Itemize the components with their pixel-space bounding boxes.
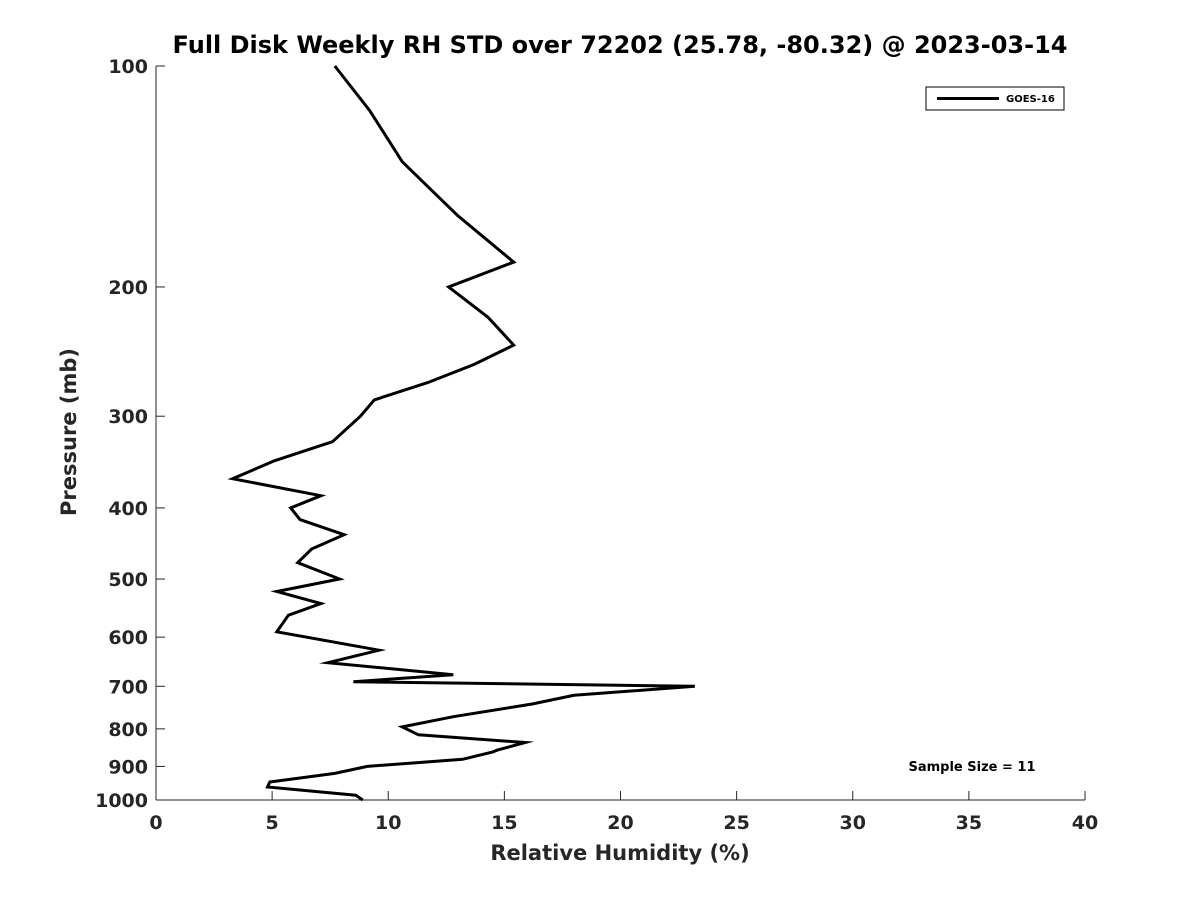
legend: GOES-16 xyxy=(925,86,1065,111)
x-tick-label: 35 xyxy=(956,812,982,834)
x-tick-label: 0 xyxy=(149,812,162,834)
x-tick-label: 5 xyxy=(266,812,279,834)
x-tick-label: 40 xyxy=(1072,812,1098,834)
y-tick-label: 200 xyxy=(108,277,148,299)
x-tick-label: 15 xyxy=(491,812,517,834)
series-layer xyxy=(227,65,695,802)
legend-entry-goes-16: GOES-16 xyxy=(1006,94,1055,105)
sample-size-annotation: Sample Size = 11 xyxy=(908,760,1035,775)
y-axis-label: Pressure (mb) xyxy=(57,348,81,516)
y-tick-label: 900 xyxy=(108,756,148,778)
x-tick-label: 30 xyxy=(840,812,866,834)
series-line-goes-16 xyxy=(227,65,695,802)
chart-title: Full Disk Weekly RH STD over 72202 (25.7… xyxy=(173,31,1068,59)
y-tick-label: 100 xyxy=(108,56,148,78)
x-tick-label: 25 xyxy=(723,812,749,834)
y-tick-label: 800 xyxy=(108,719,148,741)
x-axis-label: Relative Humidity (%) xyxy=(490,841,749,865)
y-tick-label: 400 xyxy=(108,498,148,520)
y-tick-label: 1000 xyxy=(95,790,148,812)
y-tick-label: 300 xyxy=(108,406,148,428)
x-tick-label: 10 xyxy=(375,812,401,834)
y-axis-ticks: 100 200 300 400 500 600 700 800 900 1000 xyxy=(95,56,165,812)
x-axis-ticks: 0 5 10 15 20 25 30 35 40 xyxy=(149,791,1098,834)
y-tick-label: 500 xyxy=(108,569,148,591)
x-tick-label: 20 xyxy=(607,812,633,834)
y-tick-label: 700 xyxy=(108,676,148,698)
y-tick-label: 600 xyxy=(108,627,148,649)
